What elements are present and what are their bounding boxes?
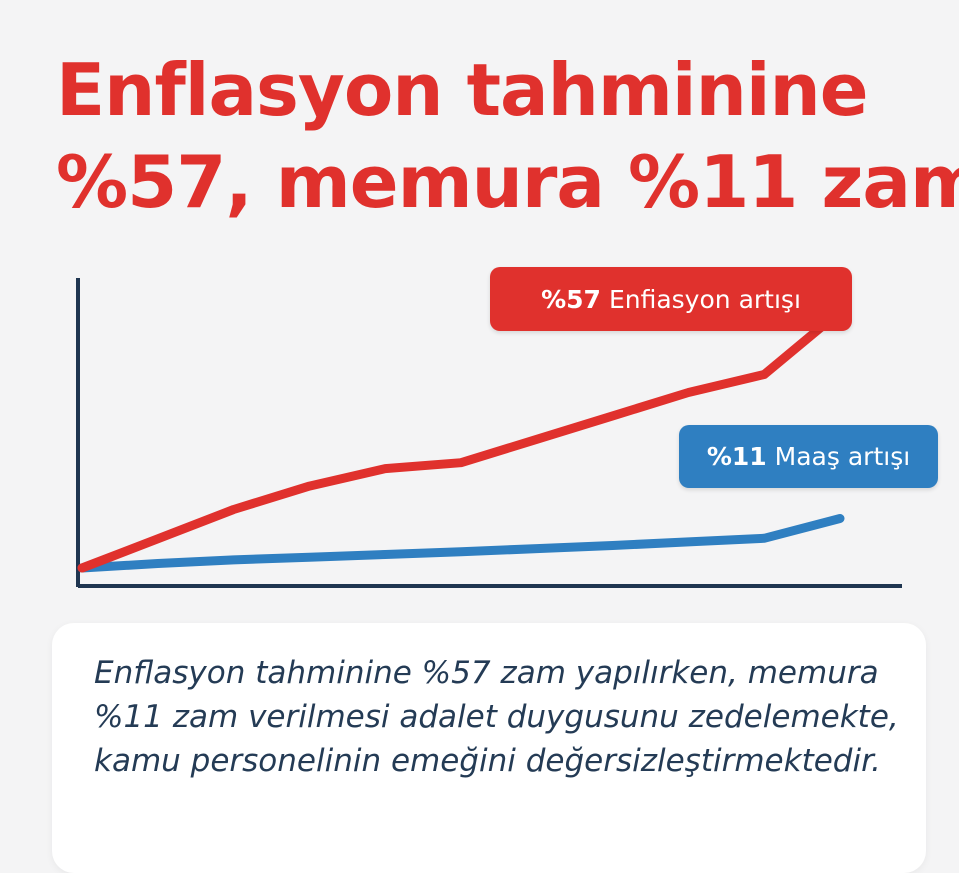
series-layer bbox=[77, 307, 845, 573]
salary-label-text: Maaş artışı bbox=[774, 442, 911, 471]
inflation-label: %57 Enfiasyon artışı bbox=[490, 267, 852, 331]
inflation-label-value: %57 bbox=[541, 284, 601, 314]
line-chart bbox=[76, 278, 902, 588]
title-line-1: Enflasyon tahminine bbox=[56, 48, 869, 132]
salary-label-value: %11 bbox=[706, 442, 767, 471]
series-line-0 bbox=[77, 307, 845, 573]
page-title: Enflasyon tahminine %57, memura %11 zam bbox=[56, 44, 959, 228]
title-line-2: %57, memura %11 zam bbox=[56, 140, 959, 224]
salary-label: %11 Maaş artışı bbox=[679, 425, 938, 488]
series-line-1 bbox=[77, 514, 845, 573]
inflation-label-text: Enfiasyon artışı bbox=[608, 284, 801, 314]
info-card-text: Enflasyon tahminine %57 zam yapılırken, … bbox=[94, 655, 899, 779]
info-card: Enflasyon tahminine %57 zam yapılırken, … bbox=[52, 623, 926, 873]
